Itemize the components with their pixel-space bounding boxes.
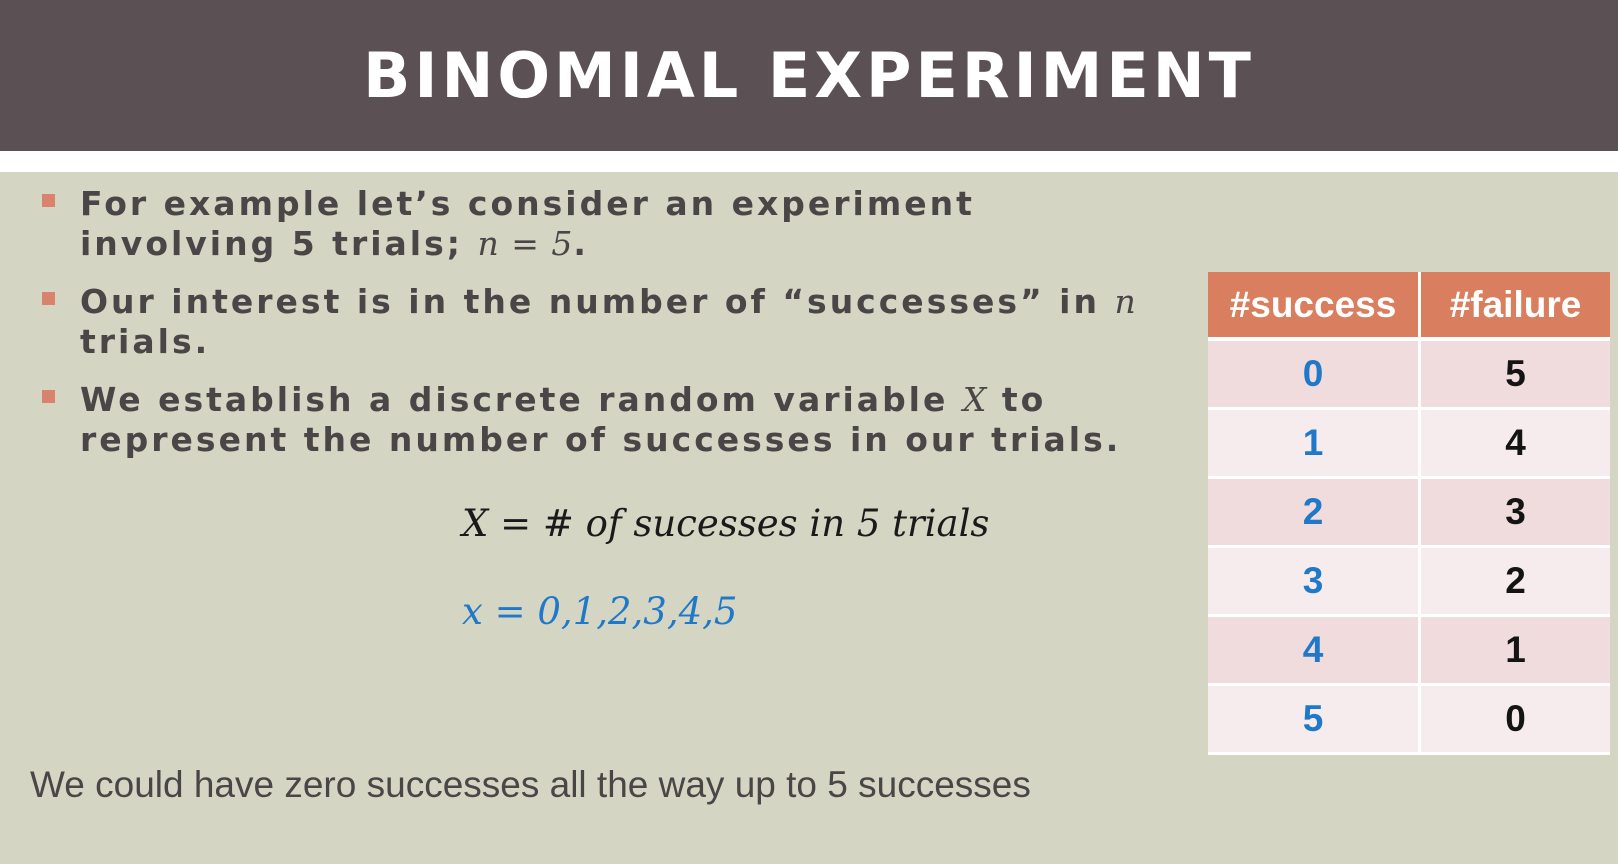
- bullet-math: n = 5: [477, 224, 574, 263]
- success-cell: 2: [1208, 477, 1421, 548]
- table-header-row: #success #failure: [1208, 272, 1610, 341]
- random-variable-definition: X = # of sucesses in 5 trials: [462, 502, 990, 545]
- bullet-text: We establish a discrete random variable: [80, 380, 963, 419]
- table-row: 4 1: [1208, 615, 1610, 686]
- bullet-text: trials.: [80, 322, 211, 361]
- failure-cell: 3: [1419, 477, 1610, 548]
- success-cell: 4: [1208, 615, 1421, 686]
- bullet-text: to represent the number of successes in …: [80, 380, 1122, 459]
- table-row: 5 0: [1208, 684, 1610, 755]
- bullet-item: Our interest is in the number of “succes…: [40, 282, 1180, 362]
- slide-title: BINOMIAL EXPERIMENT: [363, 39, 1255, 112]
- header-failure: #failure: [1419, 272, 1610, 341]
- bullet-math: n: [1114, 282, 1137, 321]
- bullet-list: For example let’s consider an experiment…: [40, 184, 1180, 478]
- footer-note: We could have zero successes all the way…: [30, 764, 1031, 805]
- random-variable-values: x = 0,1,2,3,4,5: [462, 590, 738, 633]
- bullet-item: We establish a discrete random variable …: [40, 380, 1180, 460]
- bullet-item: For example let’s consider an experiment…: [40, 184, 1180, 264]
- bullet-text: .: [573, 224, 589, 263]
- failure-cell: 0: [1419, 684, 1610, 755]
- square-bullet-icon: [42, 292, 55, 305]
- failure-cell: 4: [1419, 408, 1610, 479]
- success-cell: 5: [1208, 684, 1421, 755]
- bullet-math: X: [962, 380, 988, 419]
- slide-body: For example let’s consider an experiment…: [0, 172, 1618, 864]
- square-bullet-icon: [42, 390, 55, 403]
- header-success: #success: [1208, 272, 1421, 341]
- failure-cell: 2: [1419, 546, 1610, 617]
- slide-header: BINOMIAL EXPERIMENT: [0, 0, 1618, 151]
- table-row: 1 4: [1208, 408, 1610, 479]
- success-failure-table: #success #failure 0 5 1 4 2 3 3 2 4: [1208, 272, 1610, 755]
- table-row: 2 3: [1208, 477, 1610, 548]
- success-cell: 0: [1208, 339, 1421, 410]
- success-cell: 3: [1208, 546, 1421, 617]
- table-row: 3 2: [1208, 546, 1610, 617]
- bullet-text: Our interest is in the number of “succes…: [80, 282, 1115, 321]
- table-row: 0 5: [1208, 339, 1610, 410]
- failure-cell: 5: [1419, 339, 1610, 410]
- square-bullet-icon: [42, 194, 55, 207]
- success-cell: 1: [1208, 408, 1421, 479]
- failure-cell: 1: [1419, 615, 1610, 686]
- bullet-text: For example let’s consider an experiment…: [80, 184, 975, 263]
